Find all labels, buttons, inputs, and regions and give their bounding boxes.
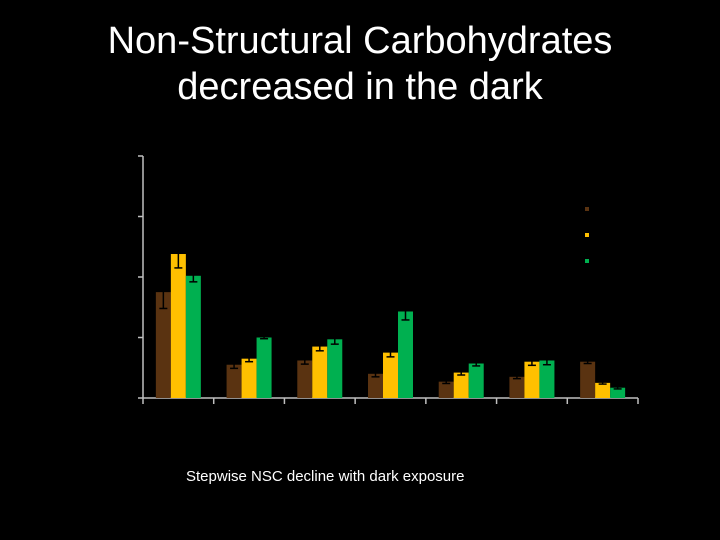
bar (256, 337, 272, 398)
chart-bars (155, 254, 626, 398)
legend-swatch (585, 207, 589, 211)
bar (524, 361, 540, 398)
bar (539, 360, 555, 398)
bar (468, 363, 484, 398)
bar (398, 311, 413, 398)
legend-swatch (585, 259, 589, 263)
bar (327, 339, 343, 398)
bar (438, 381, 454, 398)
chart-error-bars (159, 239, 622, 390)
slide-title: Non-Structural Carbohydrates decreased i… (0, 18, 720, 110)
bar (155, 292, 171, 398)
bar (297, 360, 313, 398)
bar (241, 358, 257, 398)
slide-title-line-1: Non-Structural Carbohydrates (107, 20, 613, 62)
bar (509, 376, 525, 398)
slide-title-line-2: decreased in the dark (177, 66, 543, 108)
bar (595, 382, 611, 398)
bar (453, 372, 469, 398)
legend-swatch (585, 233, 589, 237)
chart-legend (585, 207, 589, 263)
bar (610, 387, 626, 398)
bar (312, 346, 328, 398)
bar (580, 361, 596, 398)
chart-caption: Stepwise NSC decline with dark exposure (186, 468, 465, 485)
bar (185, 275, 201, 398)
bar (226, 364, 242, 398)
bar (170, 254, 186, 398)
bar (383, 352, 398, 398)
bar (368, 373, 383, 398)
